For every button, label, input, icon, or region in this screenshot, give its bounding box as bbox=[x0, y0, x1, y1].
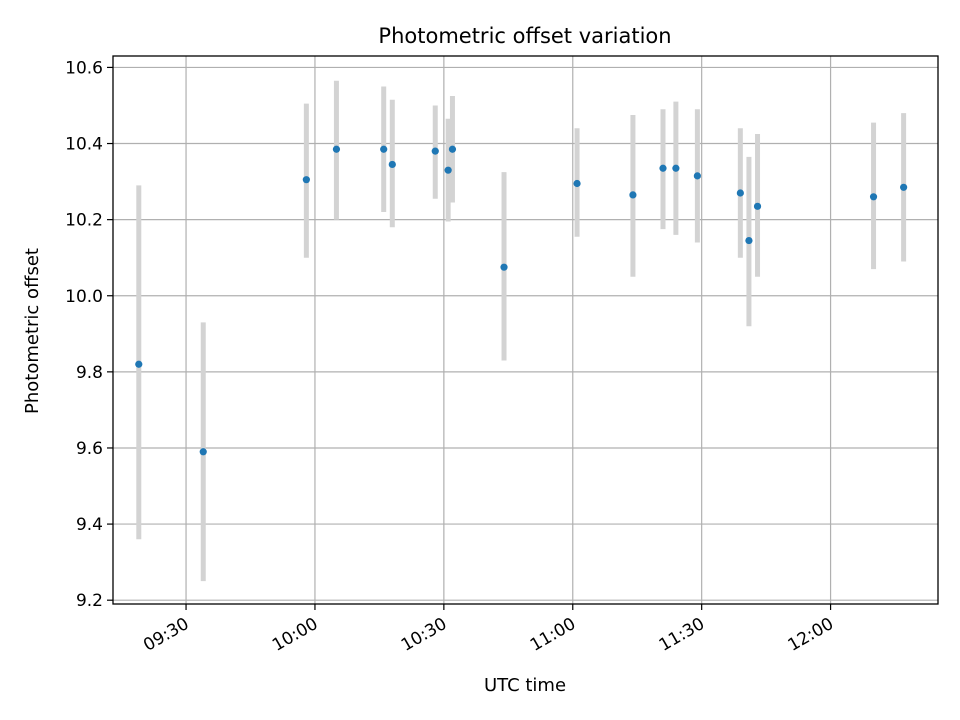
data-point bbox=[199, 448, 207, 456]
plot-frame bbox=[112, 55, 939, 605]
data-point bbox=[745, 236, 753, 245]
data-point bbox=[753, 202, 762, 210]
data-point bbox=[629, 191, 637, 199]
data-points bbox=[135, 145, 908, 456]
chart-title: Photometric offset variation bbox=[378, 24, 671, 48]
data-point bbox=[693, 172, 701, 180]
data-point bbox=[500, 263, 508, 271]
data-point bbox=[135, 360, 143, 368]
data-point bbox=[302, 176, 310, 184]
data-point bbox=[869, 193, 878, 201]
y-axis-label: Photometric offset bbox=[22, 248, 43, 414]
data-point bbox=[736, 189, 744, 197]
data-point bbox=[431, 147, 439, 155]
data-point bbox=[388, 160, 396, 169]
y-axis-ticks: 9.2 9.4 9.6 9.8 10.0 10.2 10.4 10.6 bbox=[65, 58, 113, 611]
data-point bbox=[659, 164, 667, 172]
data-point bbox=[332, 145, 341, 153]
y-tick-label: 9.2 bbox=[76, 591, 103, 611]
grid-lines bbox=[113, 56, 938, 604]
data-point bbox=[444, 166, 452, 174]
y-tick-label: 9.8 bbox=[76, 363, 103, 383]
y-tick-label: 10.2 bbox=[65, 211, 103, 231]
y-tick-label: 10.0 bbox=[65, 287, 103, 307]
x-axis-label: UTC time bbox=[484, 675, 566, 696]
y-tick-label: 9.6 bbox=[76, 439, 103, 459]
y-tick-label: 9.4 bbox=[76, 515, 103, 535]
y-tick-label: 10.4 bbox=[65, 135, 103, 155]
data-point bbox=[672, 164, 680, 172]
data-point bbox=[380, 145, 388, 153]
y-tick-label: 10.6 bbox=[65, 58, 103, 78]
data-point bbox=[448, 145, 457, 153]
data-point bbox=[900, 183, 908, 191]
data-point bbox=[573, 179, 581, 188]
